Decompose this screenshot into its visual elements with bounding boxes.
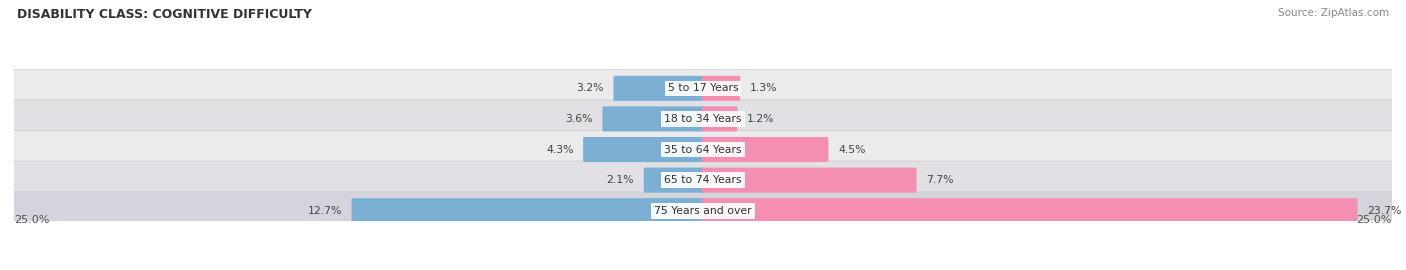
Text: 2.1%: 2.1% <box>606 175 634 185</box>
Text: 35 to 64 Years: 35 to 64 Years <box>664 144 742 154</box>
Text: Source: ZipAtlas.com: Source: ZipAtlas.com <box>1278 8 1389 18</box>
FancyBboxPatch shape <box>8 69 1398 107</box>
Text: 25.0%: 25.0% <box>14 215 49 225</box>
Text: 7.7%: 7.7% <box>927 175 953 185</box>
Text: 23.7%: 23.7% <box>1367 206 1402 216</box>
FancyBboxPatch shape <box>8 161 1398 199</box>
FancyBboxPatch shape <box>702 198 1358 223</box>
FancyBboxPatch shape <box>8 131 1398 168</box>
Text: 3.6%: 3.6% <box>565 114 593 124</box>
FancyBboxPatch shape <box>702 168 917 193</box>
Text: 65 to 74 Years: 65 to 74 Years <box>664 175 742 185</box>
FancyBboxPatch shape <box>702 76 740 101</box>
Text: 25.0%: 25.0% <box>1357 215 1392 225</box>
FancyBboxPatch shape <box>352 198 704 223</box>
Text: 1.2%: 1.2% <box>747 114 775 124</box>
FancyBboxPatch shape <box>8 100 1398 138</box>
FancyBboxPatch shape <box>8 192 1398 230</box>
FancyBboxPatch shape <box>613 76 704 101</box>
FancyBboxPatch shape <box>702 137 828 162</box>
Text: 18 to 34 Years: 18 to 34 Years <box>664 114 742 124</box>
FancyBboxPatch shape <box>702 106 738 131</box>
FancyBboxPatch shape <box>644 168 704 193</box>
Text: 5 to 17 Years: 5 to 17 Years <box>668 83 738 93</box>
FancyBboxPatch shape <box>583 137 704 162</box>
Legend: Male, Female: Male, Female <box>641 266 765 270</box>
Text: 1.3%: 1.3% <box>749 83 778 93</box>
Text: 4.3%: 4.3% <box>546 144 574 154</box>
FancyBboxPatch shape <box>602 106 704 131</box>
Text: 4.5%: 4.5% <box>838 144 866 154</box>
Text: 75 Years and over: 75 Years and over <box>654 206 752 216</box>
Text: 12.7%: 12.7% <box>308 206 342 216</box>
Text: 3.2%: 3.2% <box>576 83 603 93</box>
Text: DISABILITY CLASS: COGNITIVE DIFFICULTY: DISABILITY CLASS: COGNITIVE DIFFICULTY <box>17 8 312 21</box>
